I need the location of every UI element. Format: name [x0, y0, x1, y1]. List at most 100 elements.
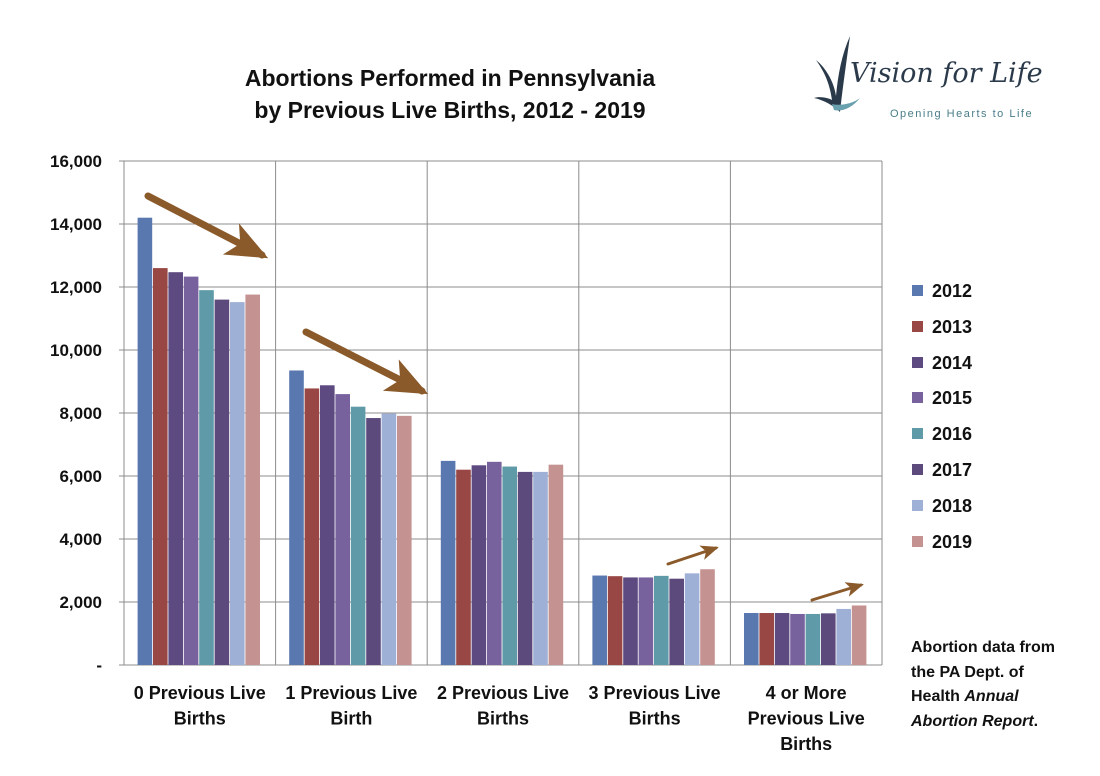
- source-note: Abortion data from the PA Dept. of Healt…: [911, 636, 1055, 734]
- bar-2016-cat-4: [805, 613, 821, 665]
- chart-title-line-1: Abortions Performed in Pennsylvania: [244, 65, 656, 91]
- legend-item-2012: 2012: [912, 278, 1032, 314]
- x-tick-label-4-2: Births: [780, 734, 832, 754]
- source-line-3-prefix: Health: [911, 688, 960, 705]
- bar-2019-cat-4: [851, 605, 867, 665]
- vision-for-life-logo: Vision for Life Opening Hearts to Life: [812, 34, 1052, 129]
- x-tick-label-2-1: Births: [477, 709, 529, 729]
- source-line-1: Abortion data from: [911, 639, 1055, 656]
- y-tick-label-3: 6,000: [59, 467, 102, 486]
- bar-2018-cat-1: [381, 413, 397, 665]
- x-tick-label-1-1: Birth: [330, 709, 372, 729]
- legend-item-2016: 2016: [912, 421, 1032, 457]
- bar-2018-cat-3: [684, 573, 700, 665]
- bar-2012-cat-4: [744, 613, 759, 665]
- y-tick-label-6: 12,000: [50, 278, 102, 297]
- bar-2017-cat-4: [821, 613, 836, 665]
- legend-item-2013: 2013: [912, 314, 1032, 350]
- chart-title: Abortions Performed in Pennsylvania by P…: [150, 62, 750, 126]
- legend-item-2018: 2018: [912, 493, 1032, 529]
- bar-2015-cat-2: [487, 461, 502, 665]
- legend-item-2019: 2019: [912, 529, 1032, 565]
- logo-tagline: Opening Hearts to Life: [890, 108, 1034, 120]
- chart-title-line-2: by Previous Live Births, 2012 - 2019: [254, 97, 646, 123]
- trend-arrow-3: [810, 582, 864, 602]
- bar-2015-cat-0: [183, 276, 199, 665]
- bar-2016-cat-2: [502, 466, 517, 665]
- x-tick-label-0-1: Births: [174, 709, 226, 729]
- bar-2012-cat-3: [592, 575, 607, 665]
- y-tick-label-0: -: [96, 656, 102, 675]
- bar-2013-cat-0: [153, 268, 168, 665]
- dove-icon: [814, 36, 860, 112]
- bar-2014-cat-4: [774, 613, 790, 665]
- bar-2013-cat-2: [456, 469, 471, 665]
- trend-arrow-1: [302, 328, 429, 395]
- legend-swatch-2018: [912, 499, 923, 511]
- logo-text: Vision for Life: [850, 58, 1043, 89]
- legend-swatch-2017: [912, 463, 923, 475]
- bar-2016-cat-0: [199, 290, 214, 665]
- y-tick-label-2: 4,000: [59, 530, 102, 549]
- source-line-2: the PA Dept. of: [911, 663, 1024, 681]
- bar-2019-cat-3: [700, 569, 715, 665]
- bar-2016-cat-1: [350, 406, 366, 665]
- legend-swatch-2019: [912, 535, 923, 547]
- legend-swatch-2014: [912, 356, 923, 368]
- x-tick-label-3-1: Births: [629, 709, 681, 729]
- y-tick-label-8: 16,000: [50, 152, 102, 171]
- source-line-4-suffix: .: [1033, 712, 1039, 730]
- bar-2017-cat-3: [669, 578, 684, 665]
- trend-arrow-2: [666, 545, 719, 566]
- legend-label-2012: 2012: [932, 281, 973, 301]
- legend-swatch-2015: [912, 392, 923, 404]
- bar-2014-cat-2: [471, 465, 487, 665]
- x-tick-label-2-0: 2 Previous Live: [437, 683, 569, 703]
- legend-label-2013: 2013: [932, 316, 973, 337]
- x-tick-label-0-0: 0 Previous Live: [134, 683, 266, 703]
- bar-2014-cat-0: [168, 272, 183, 665]
- legend-swatch-2013: [912, 320, 923, 332]
- trend-arrow-0: [144, 192, 269, 259]
- bar-2015-cat-3: [638, 577, 654, 665]
- bar-2018-cat-2: [533, 471, 548, 665]
- legend-item-2015: 2015: [912, 385, 1032, 421]
- bar-2012-cat-2: [440, 460, 456, 665]
- bar-2019-cat-2: [548, 464, 564, 665]
- legend-swatch-2016: [912, 428, 923, 440]
- bar-2018-cat-4: [836, 608, 851, 665]
- bar-2016-cat-3: [654, 575, 669, 665]
- y-tick-label-5: 10,000: [50, 341, 102, 360]
- bar-2012-cat-0: [137, 217, 153, 665]
- bar-2014-cat-1: [320, 385, 335, 665]
- legend-label-2014: 2014: [932, 352, 973, 373]
- bar-2019-cat-1: [397, 415, 412, 665]
- x-tick-label-4-0: 4 or More: [766, 683, 847, 703]
- y-tick-label-1: 2,000: [59, 593, 102, 612]
- legend-swatch-2012: [912, 285, 923, 296]
- bar-2018-cat-0: [230, 302, 245, 665]
- chart-legend: 2012 2013 2014 2015 2016 2017 2018 2019: [912, 278, 1032, 564]
- source-line-4-italic: Abortion Report: [911, 712, 1034, 730]
- x-tick-label-4-1: Previous Live: [748, 709, 865, 729]
- legend-label-2019: 2019: [932, 531, 973, 552]
- x-tick-label-3-0: 3 Previous Live: [589, 683, 721, 703]
- x-tick-label-1-0: 1 Previous Live: [285, 683, 417, 703]
- legend-label-2017: 2017: [932, 459, 973, 480]
- bar-2019-cat-0: [245, 294, 260, 665]
- bar-2013-cat-3: [607, 576, 623, 665]
- legend-label-2015: 2015: [932, 388, 973, 409]
- legend-item-2014: 2014: [912, 350, 1032, 386]
- bar-2017-cat-2: [517, 471, 533, 665]
- bar-2013-cat-1: [304, 388, 320, 665]
- source-line-3-italic: Annual: [964, 688, 1019, 705]
- source-line-3: Health Annual: [911, 685, 1055, 710]
- y-tick-label-4: 8,000: [59, 404, 102, 423]
- legend-item-2017: 2017: [912, 457, 1032, 493]
- bar-2012-cat-1: [289, 370, 304, 665]
- bar-2017-cat-0: [214, 299, 230, 665]
- bar-2017-cat-1: [366, 418, 381, 665]
- legend-label-2016: 2016: [932, 424, 973, 445]
